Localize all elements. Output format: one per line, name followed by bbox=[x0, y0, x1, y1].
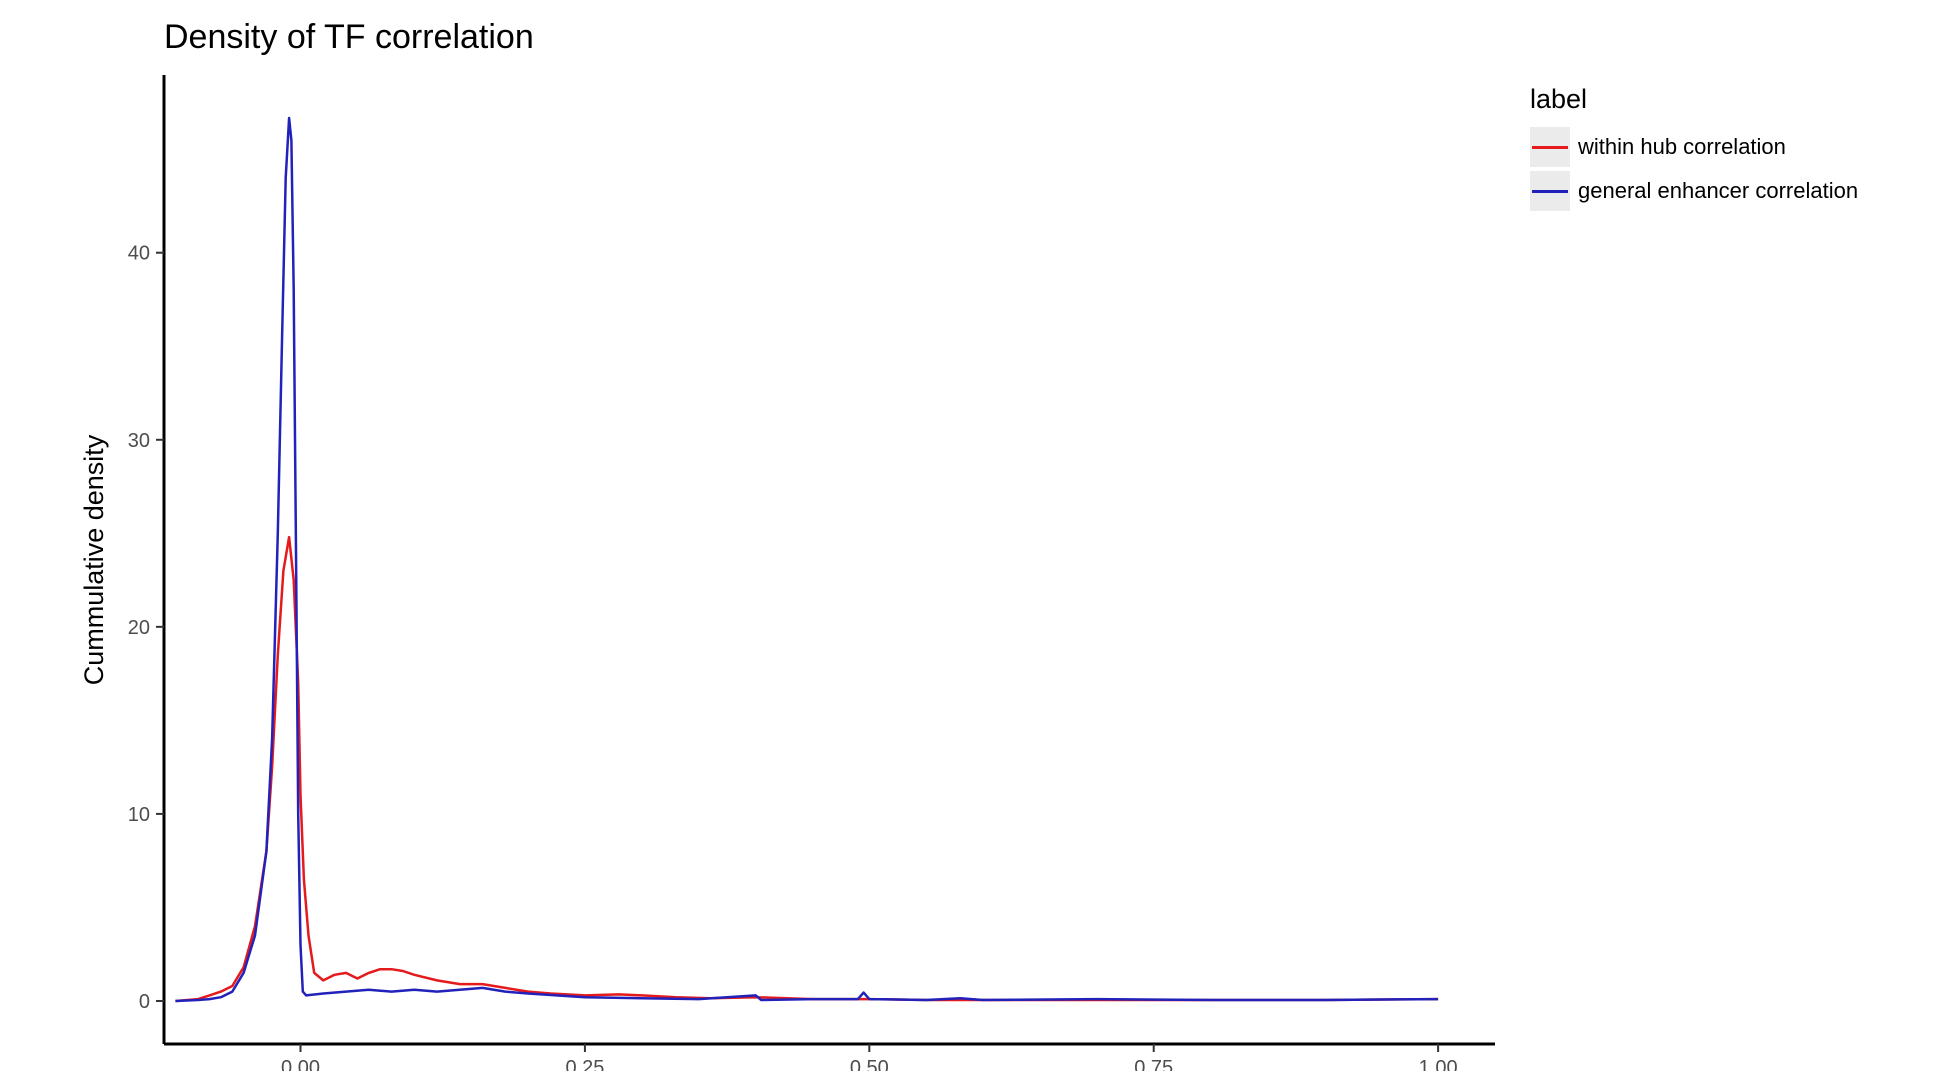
chart-title: Density of TF correlation bbox=[164, 18, 534, 56]
y-tick-label: 40 bbox=[128, 243, 150, 265]
x-tick-label: 0.75 bbox=[1134, 1057, 1173, 1071]
legend-title: label bbox=[1530, 84, 1588, 114]
y-tick-label: 10 bbox=[128, 804, 150, 826]
legend-label: within hub correlation bbox=[1578, 134, 1786, 159]
series-line-1 bbox=[175, 535, 1439, 1003]
legend-key bbox=[1530, 171, 1570, 211]
legend-item-1: within hub correlation bbox=[1530, 125, 1858, 169]
legend-item-2: general enhancer correlation bbox=[1530, 169, 1858, 213]
legend: label within hub correlation general enha… bbox=[1530, 84, 1858, 213]
legend-key bbox=[1530, 127, 1570, 167]
legend-swatch bbox=[1532, 190, 1568, 193]
series-layer bbox=[175, 116, 1439, 1003]
x-tick-label: 0.50 bbox=[850, 1057, 889, 1071]
legend-label: general enhancer correlation bbox=[1578, 178, 1859, 203]
series-line-2 bbox=[175, 116, 1439, 1003]
x-tick-label: 1.00 bbox=[1419, 1057, 1458, 1071]
x-tick-label: 0.00 bbox=[281, 1057, 320, 1071]
y-axis-title: Cummulative density bbox=[79, 434, 109, 685]
axes: 0 10 20 30 40 0.00 0.25 0.50 0.75 1.00 bbox=[128, 75, 1495, 1071]
y-tick-label: 30 bbox=[128, 430, 150, 452]
legend-swatch bbox=[1532, 146, 1568, 149]
x-tick-label: 0.25 bbox=[565, 1057, 604, 1071]
y-tick-label: 20 bbox=[128, 617, 150, 639]
y-tick-label: 0 bbox=[139, 991, 150, 1013]
